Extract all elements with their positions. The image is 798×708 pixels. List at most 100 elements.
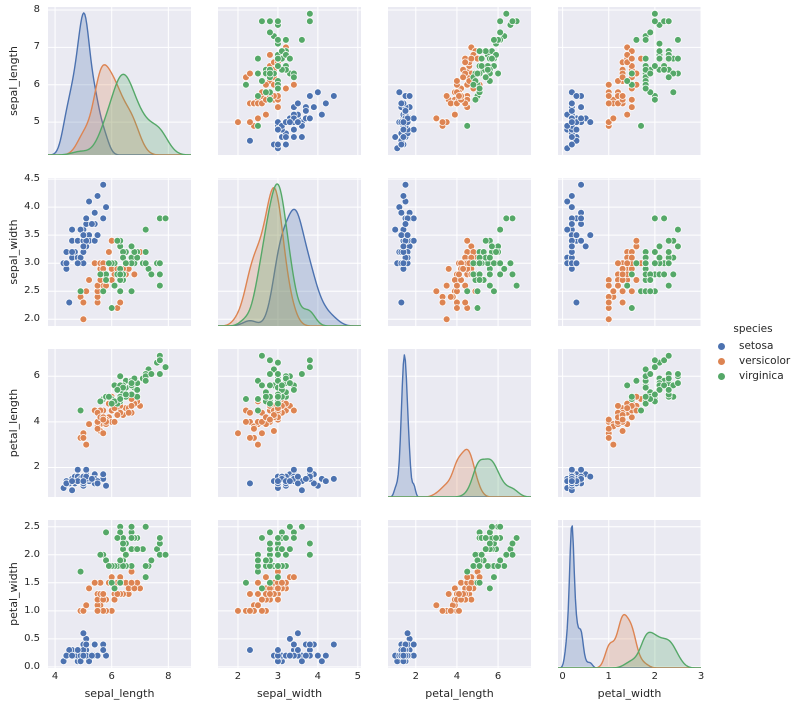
scatter-point bbox=[99, 429, 108, 438]
scatter-point bbox=[614, 402, 622, 410]
scatter-point bbox=[161, 363, 170, 371]
scatter-point bbox=[88, 220, 96, 228]
scatter-point bbox=[254, 556, 262, 565]
scatter-series-setosa bbox=[563, 180, 595, 307]
scatter-point bbox=[82, 640, 91, 649]
scatter-point bbox=[274, 140, 282, 149]
kde-fill-setosa bbox=[48, 12, 191, 155]
scatter-point bbox=[475, 276, 484, 284]
scatter-point bbox=[455, 270, 463, 279]
scatter-point bbox=[306, 550, 314, 559]
scatter-point bbox=[88, 651, 96, 660]
scatter-point bbox=[651, 248, 659, 256]
scatter-point bbox=[262, 110, 270, 119]
scatter-series-virginica bbox=[76, 214, 170, 312]
scatter-point bbox=[660, 270, 668, 279]
scatter-point bbox=[646, 28, 655, 37]
scatter-point bbox=[262, 392, 270, 401]
scatter-point bbox=[156, 534, 164, 542]
scatter-point bbox=[234, 429, 242, 438]
scatter-point bbox=[116, 395, 125, 403]
scatter-point bbox=[79, 242, 88, 251]
scatter-point bbox=[628, 54, 636, 63]
scatter-point bbox=[266, 590, 274, 598]
scatter-point bbox=[274, 399, 282, 408]
panel-sepal_length-vs-petal_length bbox=[388, 7, 531, 155]
scatter-point bbox=[294, 472, 302, 481]
scatter-point bbox=[99, 470, 108, 479]
panel-background bbox=[388, 349, 531, 497]
scatter-point bbox=[85, 420, 93, 428]
scatter-point bbox=[399, 651, 408, 660]
scatter-point bbox=[655, 386, 664, 394]
panel-petal_width-vs-sepal_length bbox=[48, 520, 191, 668]
scatter-point bbox=[664, 73, 673, 82]
scatter-point bbox=[302, 107, 310, 115]
scatter-point bbox=[278, 545, 286, 553]
scatter-point bbox=[116, 556, 125, 565]
scatter-point bbox=[290, 534, 298, 542]
scatter-point bbox=[618, 298, 627, 307]
scatter-point bbox=[298, 657, 306, 666]
gridlines bbox=[558, 520, 701, 668]
scatter-point bbox=[266, 28, 274, 37]
scatter-point bbox=[444, 265, 453, 273]
scatter-point bbox=[641, 383, 650, 392]
scatter-point bbox=[481, 545, 490, 553]
panel-petal_length-vs-petal_width bbox=[558, 349, 701, 497]
scatter-point bbox=[110, 281, 119, 290]
scatter-point bbox=[262, 573, 270, 581]
scatter-point bbox=[664, 248, 673, 256]
scatter-point bbox=[568, 477, 576, 485]
scatter-point bbox=[274, 646, 282, 654]
scatter-point bbox=[628, 69, 636, 78]
scatter-point bbox=[473, 287, 482, 296]
scatter-point bbox=[637, 122, 645, 130]
scatter-point bbox=[496, 225, 504, 234]
scatter-point bbox=[105, 562, 113, 570]
scatter-point bbox=[651, 9, 659, 18]
y-tick-label: 6 bbox=[33, 78, 40, 90]
scatter-point bbox=[604, 434, 613, 442]
scatter-point bbox=[628, 392, 636, 401]
scatter-point bbox=[463, 122, 472, 130]
scatter-point bbox=[286, 522, 294, 531]
scatter-point bbox=[632, 236, 641, 245]
x-tick-label: 0 bbox=[559, 671, 566, 682]
kde-line-virginica bbox=[48, 73, 191, 155]
scatter-point bbox=[632, 276, 641, 284]
scatter-point bbox=[246, 408, 254, 417]
scatter-point bbox=[286, 651, 294, 660]
scatter-point bbox=[254, 54, 262, 63]
scatter-point bbox=[586, 118, 595, 126]
scatter-series-setosa bbox=[563, 88, 595, 153]
scatter-point bbox=[274, 62, 282, 70]
scatter-point bbox=[258, 595, 266, 604]
scatter-point bbox=[79, 315, 88, 324]
scatter-point bbox=[246, 607, 254, 615]
x-axis-label-sepal_width: sepal_width bbox=[256, 687, 323, 700]
scatter-point bbox=[127, 578, 136, 587]
scatter-point bbox=[475, 47, 484, 55]
scatter-point bbox=[107, 399, 116, 408]
scatter-point bbox=[563, 197, 572, 206]
scatter-point bbox=[68, 477, 76, 485]
scatter-point bbox=[242, 80, 250, 89]
scatter-point bbox=[401, 107, 410, 115]
y-tick-label: 1.5 bbox=[24, 576, 40, 588]
scatter-point bbox=[471, 95, 480, 104]
panel-background bbox=[48, 349, 191, 497]
scatter-point bbox=[664, 54, 673, 63]
scatter-point bbox=[310, 103, 318, 111]
scatter-point bbox=[82, 214, 91, 223]
scatter-point bbox=[469, 80, 478, 89]
scatter-point bbox=[306, 114, 314, 123]
scatter-point bbox=[116, 298, 125, 307]
scatter-point bbox=[79, 651, 88, 660]
kde-fill-virginica bbox=[218, 183, 361, 326]
scatter-point bbox=[604, 415, 613, 424]
scatter-point bbox=[246, 479, 254, 488]
scatter-point bbox=[274, 125, 282, 134]
panel-sepal_width-vs-petal_width bbox=[558, 178, 701, 326]
kde-fill-virginica bbox=[558, 632, 701, 668]
